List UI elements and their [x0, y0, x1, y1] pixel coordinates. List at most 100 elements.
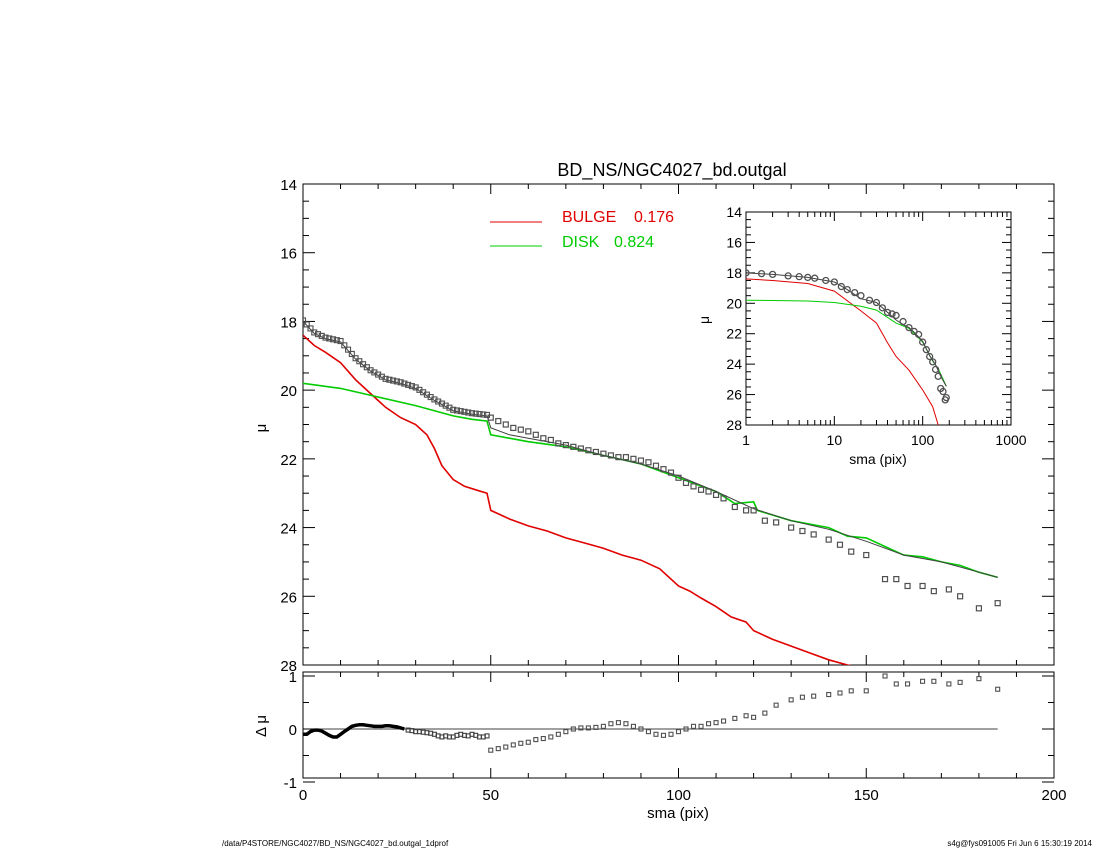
residual-point — [893, 681, 899, 687]
data-point — [397, 379, 404, 386]
residual-point — [931, 678, 937, 684]
inset-data-point — [905, 323, 913, 332]
legend-value-bulge: 0.176 — [634, 209, 674, 226]
residual-point — [837, 690, 843, 696]
residual-point — [743, 713, 749, 719]
data-point — [652, 462, 660, 469]
data-point — [311, 329, 318, 336]
data-point — [773, 519, 780, 526]
data-point — [390, 377, 397, 384]
main-panel: 14 16 18 20 22 24 26 28 μ — [253, 177, 1055, 675]
residual-point — [811, 693, 817, 699]
data-point — [592, 448, 599, 456]
residual-point — [623, 721, 629, 727]
inset-panel: 14 16 18 20 22 24 26 281 10 100 1000 sma (pix) μ — [696, 204, 1027, 467]
data-point — [660, 466, 667, 473]
inset-data-point — [822, 276, 830, 285]
data-point — [562, 442, 569, 449]
data-point — [555, 440, 562, 447]
y-axis-label: μ — [696, 316, 712, 324]
residual-point — [690, 723, 697, 729]
inset-data-point — [888, 310, 896, 318]
data-point — [682, 479, 690, 487]
residual-point — [976, 676, 982, 682]
chart-title: BD_NS/NGC4027_bd.outgal — [557, 160, 786, 181]
y-tick-label: 16 — [280, 246, 297, 263]
y-tick-label: 28 — [280, 658, 297, 675]
inset-data-point — [830, 278, 838, 286]
data-point — [337, 337, 344, 345]
data-point — [904, 582, 911, 590]
data-point — [945, 586, 952, 593]
residual-point — [540, 735, 546, 742]
residual-point — [630, 723, 636, 729]
data-point — [761, 517, 768, 524]
residual-point — [721, 718, 727, 724]
data-point — [303, 317, 307, 324]
data-point — [825, 536, 832, 543]
inset-data-point — [784, 272, 792, 280]
data-point — [675, 474, 682, 481]
data-point — [453, 407, 461, 414]
residual-point — [773, 702, 779, 708]
data-point — [450, 406, 457, 413]
y-tick-label: 26 — [280, 589, 297, 606]
inset-data-point — [811, 274, 819, 282]
residual-point — [525, 739, 531, 745]
residual-point — [593, 724, 599, 730]
data-point — [994, 600, 1001, 607]
data-point — [408, 383, 415, 390]
residual-point — [518, 740, 524, 746]
residual-frame — [302, 671, 1055, 779]
inset-data-point — [926, 352, 934, 361]
data-point — [667, 469, 675, 476]
residual-point — [683, 726, 689, 732]
residual-point — [608, 721, 614, 727]
residual-point — [799, 694, 805, 700]
data-point — [341, 342, 348, 349]
inset-data-point — [837, 282, 845, 291]
inset-data-point — [883, 308, 892, 317]
data-point — [577, 445, 584, 452]
inset-series — [746, 269, 950, 425]
y-tick-label: 18 — [280, 314, 297, 331]
inset-data-point — [922, 346, 930, 354]
y-tick-label: 20 — [280, 383, 297, 400]
data-point — [930, 588, 937, 595]
data-point — [472, 410, 479, 417]
data-point — [690, 483, 697, 490]
data-point — [461, 408, 468, 415]
y-tick-label: 14 — [726, 204, 742, 220]
y-tick-label: 16 — [726, 234, 742, 250]
data-point — [919, 582, 926, 590]
data-point — [345, 346, 352, 353]
residual-point — [488, 747, 494, 753]
inset-data-point — [757, 269, 766, 278]
residual-point — [615, 720, 621, 726]
data-point — [465, 409, 472, 416]
residual-point — [848, 688, 854, 694]
inset-data-point — [929, 358, 937, 366]
residual-point — [957, 679, 963, 685]
residual-point — [698, 723, 704, 729]
y-tick-label: 22 — [280, 452, 297, 469]
data-point — [401, 380, 408, 387]
residual-point — [946, 681, 952, 687]
residual-point — [563, 729, 569, 735]
legend: BULGE 0.176 DISK 0.824 — [490, 209, 674, 251]
residual-point — [668, 731, 674, 737]
data-point — [303, 321, 310, 328]
data-point — [480, 411, 487, 418]
data-point — [540, 435, 547, 442]
x-tick-label: 0 — [299, 787, 307, 804]
data-point — [637, 457, 645, 464]
inset-data-point — [746, 269, 750, 277]
footer-right: s4g@fys091005 Fri Jun 6 15:30:19 2014 — [947, 839, 1092, 848]
x-axis-label: sma (pix) — [647, 805, 709, 822]
residual-point — [600, 723, 606, 729]
y-tick-label: 0 — [289, 722, 297, 739]
residual-point — [863, 688, 869, 694]
residual-point — [548, 734, 554, 740]
residual-point — [826, 691, 832, 698]
